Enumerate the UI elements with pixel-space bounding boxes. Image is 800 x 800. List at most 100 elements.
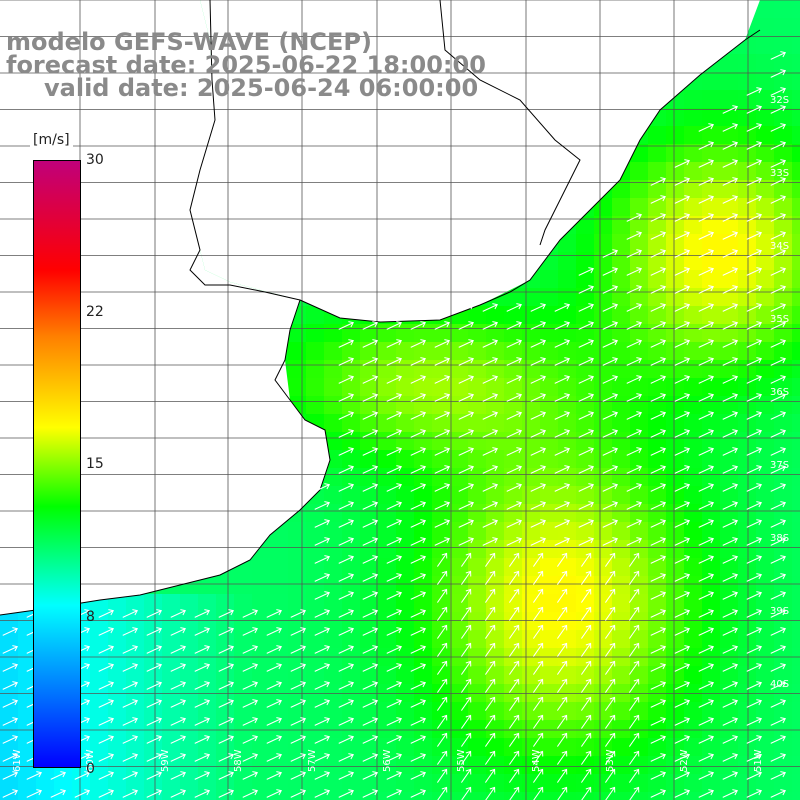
wind-arrow	[698, 303, 715, 312]
wind-cell	[486, 594, 505, 613]
wind-arrow	[458, 303, 475, 312]
wind-arrow	[650, 573, 667, 582]
wind-cell	[702, 738, 721, 757]
wind-arrow	[722, 105, 739, 114]
wind-arrow	[629, 732, 640, 747]
wind-cell	[594, 468, 613, 487]
wind-cell	[468, 432, 487, 451]
wind-arrow	[722, 195, 739, 204]
wind-arrow	[626, 537, 643, 546]
wind-arrow	[314, 609, 331, 618]
wind-arrow	[746, 159, 763, 168]
colorbar	[33, 160, 81, 768]
wind-cell	[702, 90, 721, 109]
wind-arrow	[746, 573, 763, 582]
wind-arrow	[362, 429, 379, 438]
colorbar-tick-8: 8	[86, 609, 95, 625]
wind-arrow	[170, 789, 187, 798]
wind-arrow	[746, 375, 763, 384]
wind-cell	[414, 774, 433, 793]
wind-cell	[684, 720, 703, 739]
wind-cell	[612, 378, 631, 397]
wind-arrow	[338, 339, 355, 348]
wind-arrow	[530, 393, 547, 402]
wind-arrow	[146, 717, 163, 726]
wind-arrow	[338, 645, 355, 654]
wind-arrow	[770, 555, 787, 564]
wind-arrow	[410, 645, 427, 654]
longitude-label: 61W	[12, 749, 23, 772]
wind-arrow	[602, 411, 619, 420]
wind-cell	[306, 360, 325, 379]
wind-cell	[738, 378, 757, 397]
wind-cell	[756, 54, 775, 73]
wind-arrow	[338, 717, 355, 726]
wind-cell	[234, 630, 253, 649]
wind-cell	[414, 540, 433, 559]
wind-arrow	[581, 624, 592, 639]
wind-arrow	[482, 537, 499, 546]
wind-cell	[468, 558, 487, 577]
wind-cell	[612, 342, 631, 361]
wind-arrow	[746, 501, 763, 510]
wind-cell	[342, 738, 361, 757]
wind-cell	[594, 486, 613, 505]
wind-cell	[0, 612, 19, 631]
wind-arrow	[602, 303, 619, 312]
wind-cell	[450, 468, 469, 487]
wind-cell	[738, 630, 757, 649]
wind-arrow	[122, 681, 139, 690]
wind-arrow	[506, 303, 523, 312]
wind-cell	[396, 756, 415, 775]
wind-arrow	[509, 786, 520, 800]
wind-cell	[450, 378, 469, 397]
wind-arrow	[146, 609, 163, 618]
wind-cell	[378, 756, 397, 775]
wind-cell	[324, 540, 343, 559]
wind-arrow	[362, 375, 379, 384]
wind-cell	[594, 252, 613, 271]
wind-cell	[756, 558, 775, 577]
wind-cell	[612, 756, 631, 775]
wind-arrow	[338, 627, 355, 636]
wind-cell	[378, 396, 397, 415]
wind-arrow	[674, 681, 691, 690]
wind-arrow	[362, 357, 379, 366]
wind-cell	[414, 486, 433, 505]
wind-cell	[180, 594, 199, 613]
wind-cell	[648, 144, 667, 163]
wind-cell	[630, 702, 649, 721]
wind-cell	[540, 792, 559, 800]
wind-arrow	[554, 429, 571, 438]
wind-cell	[378, 342, 397, 361]
wind-arrow	[770, 447, 787, 456]
wind-cell	[774, 774, 793, 793]
wind-cell	[342, 612, 361, 631]
wind-cell	[684, 792, 703, 800]
wind-cell	[684, 414, 703, 433]
wind-cell	[684, 702, 703, 721]
wind-arrow	[338, 663, 355, 672]
wind-cell	[792, 324, 800, 343]
wind-arrow	[437, 696, 448, 711]
wind-arrow	[437, 624, 448, 639]
wind-cell	[630, 450, 649, 469]
wind-arrow	[557, 750, 568, 765]
wind-cell	[18, 702, 37, 721]
wind-arrow	[533, 696, 544, 711]
wind-cell	[792, 774, 800, 793]
wind-cell	[306, 666, 325, 685]
wind-arrow	[338, 393, 355, 402]
wind-arrow	[485, 642, 496, 657]
wind-arrow	[581, 768, 592, 783]
wind-cell	[468, 720, 487, 739]
wind-arrow	[122, 789, 139, 798]
wind-arrow	[605, 570, 616, 585]
wind-arrow	[746, 699, 763, 708]
wind-arrow	[626, 447, 643, 456]
wind-arrow	[506, 321, 523, 330]
wind-cell	[684, 144, 703, 163]
wind-cell	[306, 396, 325, 415]
wind-arrow	[746, 519, 763, 528]
wind-arrow	[605, 768, 616, 783]
